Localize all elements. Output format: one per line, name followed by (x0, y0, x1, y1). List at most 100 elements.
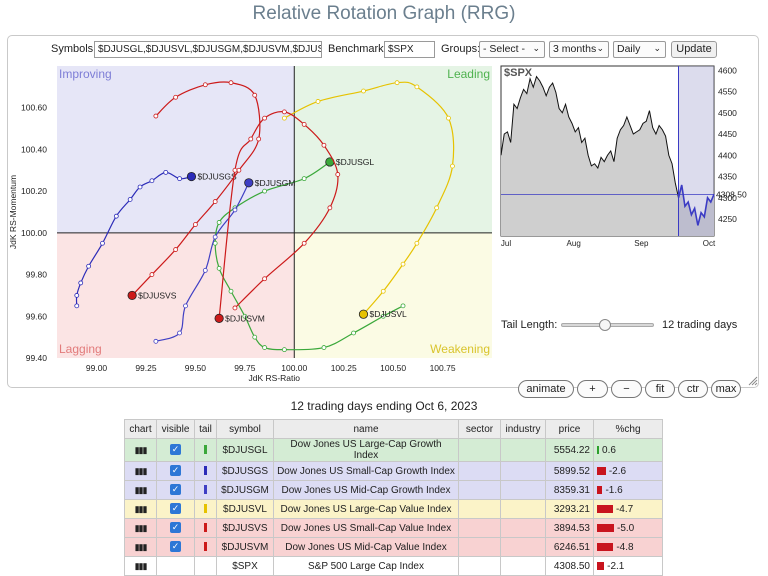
row-sector (458, 518, 501, 538)
header-tail[interactable]: tail (194, 419, 217, 439)
period-select[interactable]: 3 months ⌄ (549, 41, 609, 58)
animate-button[interactable]: animate (518, 380, 574, 398)
frequency-select-value: Daily (617, 43, 641, 55)
chart-icon[interactable]: ▮▮▮ (124, 438, 157, 462)
x-tick-label: 99.00 (86, 363, 108, 373)
tail-point (301, 240, 307, 246)
chart-icon[interactable]: ▮▮▮ (124, 537, 157, 557)
header-sector[interactable]: sector (458, 419, 501, 439)
header-chart[interactable]: chart (124, 419, 157, 439)
x-tick-label: 100.00 (281, 363, 307, 373)
frequency-select[interactable]: Daily ⌄ (613, 41, 666, 58)
check-icon[interactable]: ✓ (170, 522, 181, 534)
spx-y-tick-label: 4350 (718, 172, 737, 182)
tail-point (202, 82, 208, 88)
slider-handle[interactable] (598, 319, 611, 331)
header-pctchg[interactable]: %chg (593, 419, 663, 439)
row-industry (500, 499, 546, 519)
spx-price-line (500, 75, 679, 198)
tail-color-swatch (194, 461, 217, 481)
groups-select[interactable]: - Select - ⌄ (479, 41, 545, 58)
spx-x-tick-label: Oct (703, 239, 716, 248)
tail-swatch (204, 445, 207, 455)
chart-icon[interactable]: ▮▮▮ (124, 480, 157, 500)
visible-checkbox[interactable]: ✓ (156, 499, 195, 519)
groups-label: Groups: (441, 43, 481, 55)
row-industry (500, 518, 546, 538)
bar-chart-icon[interactable]: ▮▮▮ (134, 444, 148, 455)
quadrant-label-weakening: Weakening (430, 342, 490, 356)
tail-point (113, 213, 119, 219)
header-industry[interactable]: industry (500, 419, 546, 439)
header-symbol[interactable]: symbol (216, 419, 274, 439)
tail-line-djusvl (284, 81, 455, 315)
table-row: ▮▮▮ ✓ $DJUSGS Dow Jones US Small-Cap Growth… (124, 461, 663, 481)
table-row: ▮▮▮ ✓ $DJUSVL Dow Jones US Large-Cap Value … (124, 499, 663, 519)
bar-chart-icon[interactable]: ▮▮▮ (134, 484, 148, 495)
header-visible[interactable]: visible (156, 419, 195, 439)
check-icon[interactable]: ✓ (170, 484, 181, 496)
table-row: ▮▮▮ $SPX S&P 500 Large Cap Index 4308.50 -2.… (124, 556, 663, 576)
row-name: Dow Jones US Large-Cap Growth Index (273, 438, 459, 462)
tail-point (232, 305, 238, 311)
fit-button[interactable]: fit (645, 380, 675, 398)
bar-chart-icon[interactable]: ▮▮▮ (134, 522, 148, 533)
chart-icon[interactable]: ▮▮▮ (124, 499, 157, 519)
bar-chart-icon[interactable]: ▮▮▮ (134, 560, 148, 571)
check-icon[interactable]: ✓ (170, 503, 181, 515)
check-icon[interactable]: ✓ (170, 465, 181, 477)
row-name: Dow Jones US Mid-Cap Value Index (273, 537, 459, 557)
symbols-input[interactable]: $DJUSGL,$DJUSVL,$DJUSGM,$DJUSVM,$DJUSGS,… (94, 41, 322, 58)
tail-point (394, 80, 400, 86)
tail-point (193, 222, 198, 227)
row-pctchg: -5.0 (593, 518, 663, 538)
chart-icon[interactable]: ▮▮▮ (124, 461, 157, 481)
row-name: Dow Jones US Small-Cap Growth Index (273, 461, 459, 481)
tail-point (450, 163, 455, 169)
pctchg-bar (597, 523, 614, 532)
center-button[interactable]: ctr (678, 380, 708, 398)
y-tick-label: 100.60 (21, 103, 47, 113)
row-symbol[interactable]: $DJUSVM (216, 537, 274, 557)
row-name: Dow Jones US Mid-Cap Growth Index (273, 480, 459, 500)
update-button[interactable]: Update (671, 41, 717, 58)
x-tick-label: 99.50 (185, 363, 207, 373)
max-button[interactable]: max (711, 380, 741, 398)
pctchg-value: -1.6 (605, 484, 623, 496)
resize-grip-icon[interactable] (748, 376, 758, 386)
tail-line-djusgl (214, 161, 404, 351)
chart-icon[interactable]: ▮▮▮ (124, 518, 157, 538)
pctchg-bar (597, 445, 600, 454)
spx-y-tick-label: 4500 (718, 108, 737, 118)
row-symbol[interactable]: $DJUSGS (216, 461, 274, 481)
row-symbol[interactable]: $DJUSVL (216, 499, 274, 519)
benchmark-input[interactable]: $SPX (384, 41, 435, 58)
bar-chart-icon[interactable]: ▮▮▮ (134, 541, 148, 552)
visible-checkbox[interactable]: ✓ (156, 537, 195, 557)
chevron-down-icon: ⌄ (596, 43, 604, 53)
visible-checkbox[interactable]: ✓ (156, 461, 195, 481)
tail-point (301, 176, 307, 182)
row-symbol[interactable]: $DJUSGL (216, 438, 274, 462)
visible-checkbox[interactable]: ✓ (156, 480, 195, 500)
check-icon[interactable]: ✓ (170, 444, 181, 456)
bar-chart-icon[interactable]: ▮▮▮ (134, 503, 148, 514)
row-symbol[interactable]: $DJUSVS (216, 518, 274, 538)
check-icon[interactable]: ✓ (170, 541, 181, 553)
tail-point (380, 288, 386, 294)
spx-y-tick-label: 4550 (718, 87, 737, 97)
header-name[interactable]: name (273, 419, 459, 439)
bar-chart-icon[interactable]: ▮▮▮ (134, 465, 148, 476)
header-price[interactable]: price (545, 419, 594, 439)
visible-checkbox[interactable]: ✓ (156, 518, 195, 538)
tail-point (153, 338, 159, 344)
tail-point (335, 172, 341, 177)
row-symbol[interactable]: $DJUSGM (216, 480, 274, 500)
tail-length-slider[interactable] (561, 319, 654, 331)
tail-point (173, 247, 179, 252)
visible-checkbox[interactable]: ✓ (156, 438, 195, 462)
zoom-out-button[interactable]: − (611, 380, 642, 398)
tail-point (177, 330, 182, 336)
page-title: Relative Rotation Graph (RRG) (252, 3, 516, 24)
zoom-in-button[interactable]: + (577, 380, 608, 398)
